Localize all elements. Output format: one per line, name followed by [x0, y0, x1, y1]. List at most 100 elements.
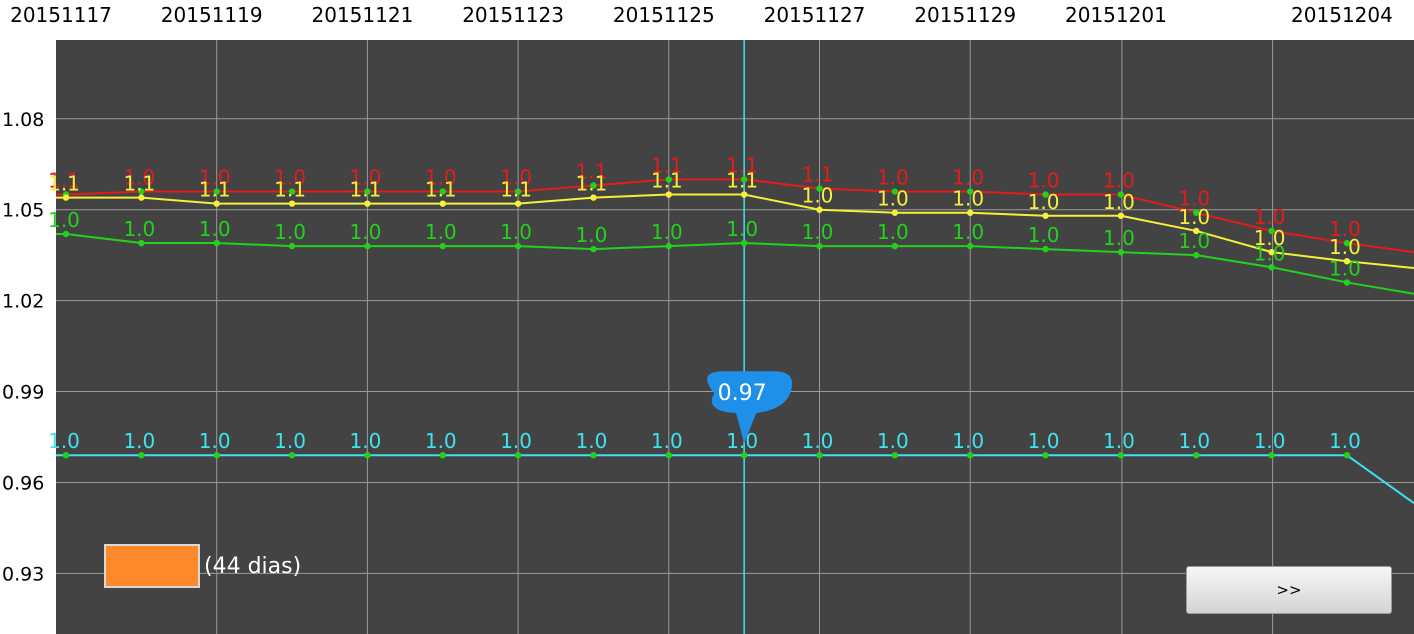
data-point	[816, 451, 823, 459]
data-label: 1.1	[123, 172, 155, 196]
series-line	[56, 454, 1414, 505]
data-point	[816, 206, 823, 213]
data-point	[514, 242, 522, 250]
plot-area	[56, 40, 1414, 634]
data-label: 1.0	[1178, 429, 1210, 453]
data-point	[1117, 248, 1125, 256]
data-label: 1.0	[952, 187, 984, 211]
data-label: 1.0	[425, 220, 457, 244]
data-point	[213, 239, 220, 247]
data-point	[1042, 212, 1049, 219]
data-label: 1.0	[1028, 190, 1060, 214]
data-label: 1.0	[1329, 429, 1361, 453]
data-point	[213, 188, 220, 195]
data-point	[590, 451, 597, 459]
data-point	[1268, 264, 1275, 271]
data-label: 1.0	[1178, 229, 1210, 253]
data-point	[514, 200, 522, 207]
data-label: 1.0	[952, 429, 984, 453]
data-label: 1.0	[1103, 429, 1135, 453]
data-point	[1042, 451, 1049, 459]
x-tick-label: 20151117	[10, 3, 112, 27]
data-label: 1.1	[199, 178, 231, 202]
y-tick-label: 1.02	[2, 291, 44, 313]
data-label: 1.0	[500, 220, 532, 244]
y-tick-label: 1.08	[2, 109, 44, 131]
data-point	[288, 200, 296, 207]
data-label: 1.1	[48, 172, 80, 196]
data-label: 1.0	[726, 217, 758, 241]
data-point	[364, 188, 371, 195]
data-point	[439, 188, 446, 195]
data-label: 1.0	[1254, 241, 1286, 265]
data-point	[1343, 451, 1351, 459]
data-point	[891, 451, 899, 459]
data-point	[665, 191, 672, 198]
data-label: 1.0	[349, 166, 381, 190]
data-point	[891, 242, 899, 250]
data-label: 1.0	[48, 429, 80, 453]
legend: (44 dias)	[104, 544, 301, 588]
data-point	[740, 176, 748, 183]
data-label: 1.0	[123, 429, 155, 453]
data-point	[1193, 251, 1200, 259]
data-point	[665, 451, 672, 459]
data-label: 1.1	[274, 178, 306, 202]
data-point	[967, 209, 974, 216]
series-2: 1.1 1.1 1.1 1.1 1.1 1.1 1.1 1.1 1.1 1.11.0 1.0 1.0 1…	[48, 169, 1414, 270]
data-point	[590, 194, 597, 201]
data-label: 1.0	[1103, 169, 1135, 193]
data-label: 1.0	[349, 220, 381, 244]
data-point	[967, 451, 974, 459]
series-layer: 1.1 1.0 1.0 1.0 1.0 1.0 1.0 1.1 1.1 1.1 1.1 1.0 1.0 1…	[48, 153, 1414, 505]
data-label: 1.0	[877, 429, 909, 453]
tooltip-value: 0.97	[718, 381, 767, 406]
data-point	[740, 191, 748, 198]
data-label: 1.0	[1103, 190, 1135, 214]
data-label: 1.1	[576, 172, 608, 196]
next-page-button[interactable]: >>	[1186, 566, 1392, 614]
data-label: 1.0	[802, 184, 834, 208]
data-point	[364, 242, 371, 250]
data-point	[138, 239, 145, 247]
data-label: 1.0	[199, 166, 231, 190]
data-point	[1117, 451, 1125, 459]
x-tick-label: 20151204	[1291, 3, 1393, 27]
data-label: 1.0	[952, 220, 984, 244]
data-label: 1.0	[576, 429, 608, 453]
data-label: 1.0	[123, 217, 155, 241]
data-point	[62, 451, 70, 459]
legend-label: (44 dias)	[204, 553, 302, 579]
data-point	[891, 209, 899, 216]
data-label: 1.0	[877, 187, 909, 211]
series-line	[56, 178, 1414, 254]
data-label: 1.0	[877, 166, 909, 190]
data-label: 1.1	[651, 153, 683, 177]
data-label: 1.1	[726, 169, 758, 193]
series-line	[56, 232, 1414, 295]
y-tick-label: 1.05	[2, 200, 44, 222]
data-point	[1042, 191, 1049, 198]
data-point	[891, 188, 899, 195]
data-label: 1.0	[199, 429, 231, 453]
x-tick-label: 20151123	[462, 3, 564, 27]
data-label: 1.0	[1028, 223, 1060, 247]
data-label: 1.0	[425, 429, 457, 453]
series-1: 1.1 1.0 1.0 1.0 1.0 1.0 1.0 1.1 1.1 1.1 1.1 1.0 1.0 1…	[48, 153, 1414, 254]
data-label: 1.0	[1178, 205, 1210, 229]
data-point	[364, 451, 371, 459]
data-point	[665, 176, 672, 183]
data-label: 1.0	[1329, 256, 1361, 280]
data-point	[288, 188, 296, 195]
data-label: 1.0	[199, 217, 231, 241]
data-point	[1117, 212, 1125, 219]
x-tick-label: 20151119	[161, 3, 263, 27]
data-label: 1.0	[274, 429, 306, 453]
data-point	[364, 200, 371, 207]
data-point	[1117, 191, 1125, 198]
data-point	[816, 242, 823, 250]
data-label: 1.1	[48, 169, 80, 193]
data-label: 1.0	[349, 429, 381, 453]
data-point	[439, 451, 446, 459]
